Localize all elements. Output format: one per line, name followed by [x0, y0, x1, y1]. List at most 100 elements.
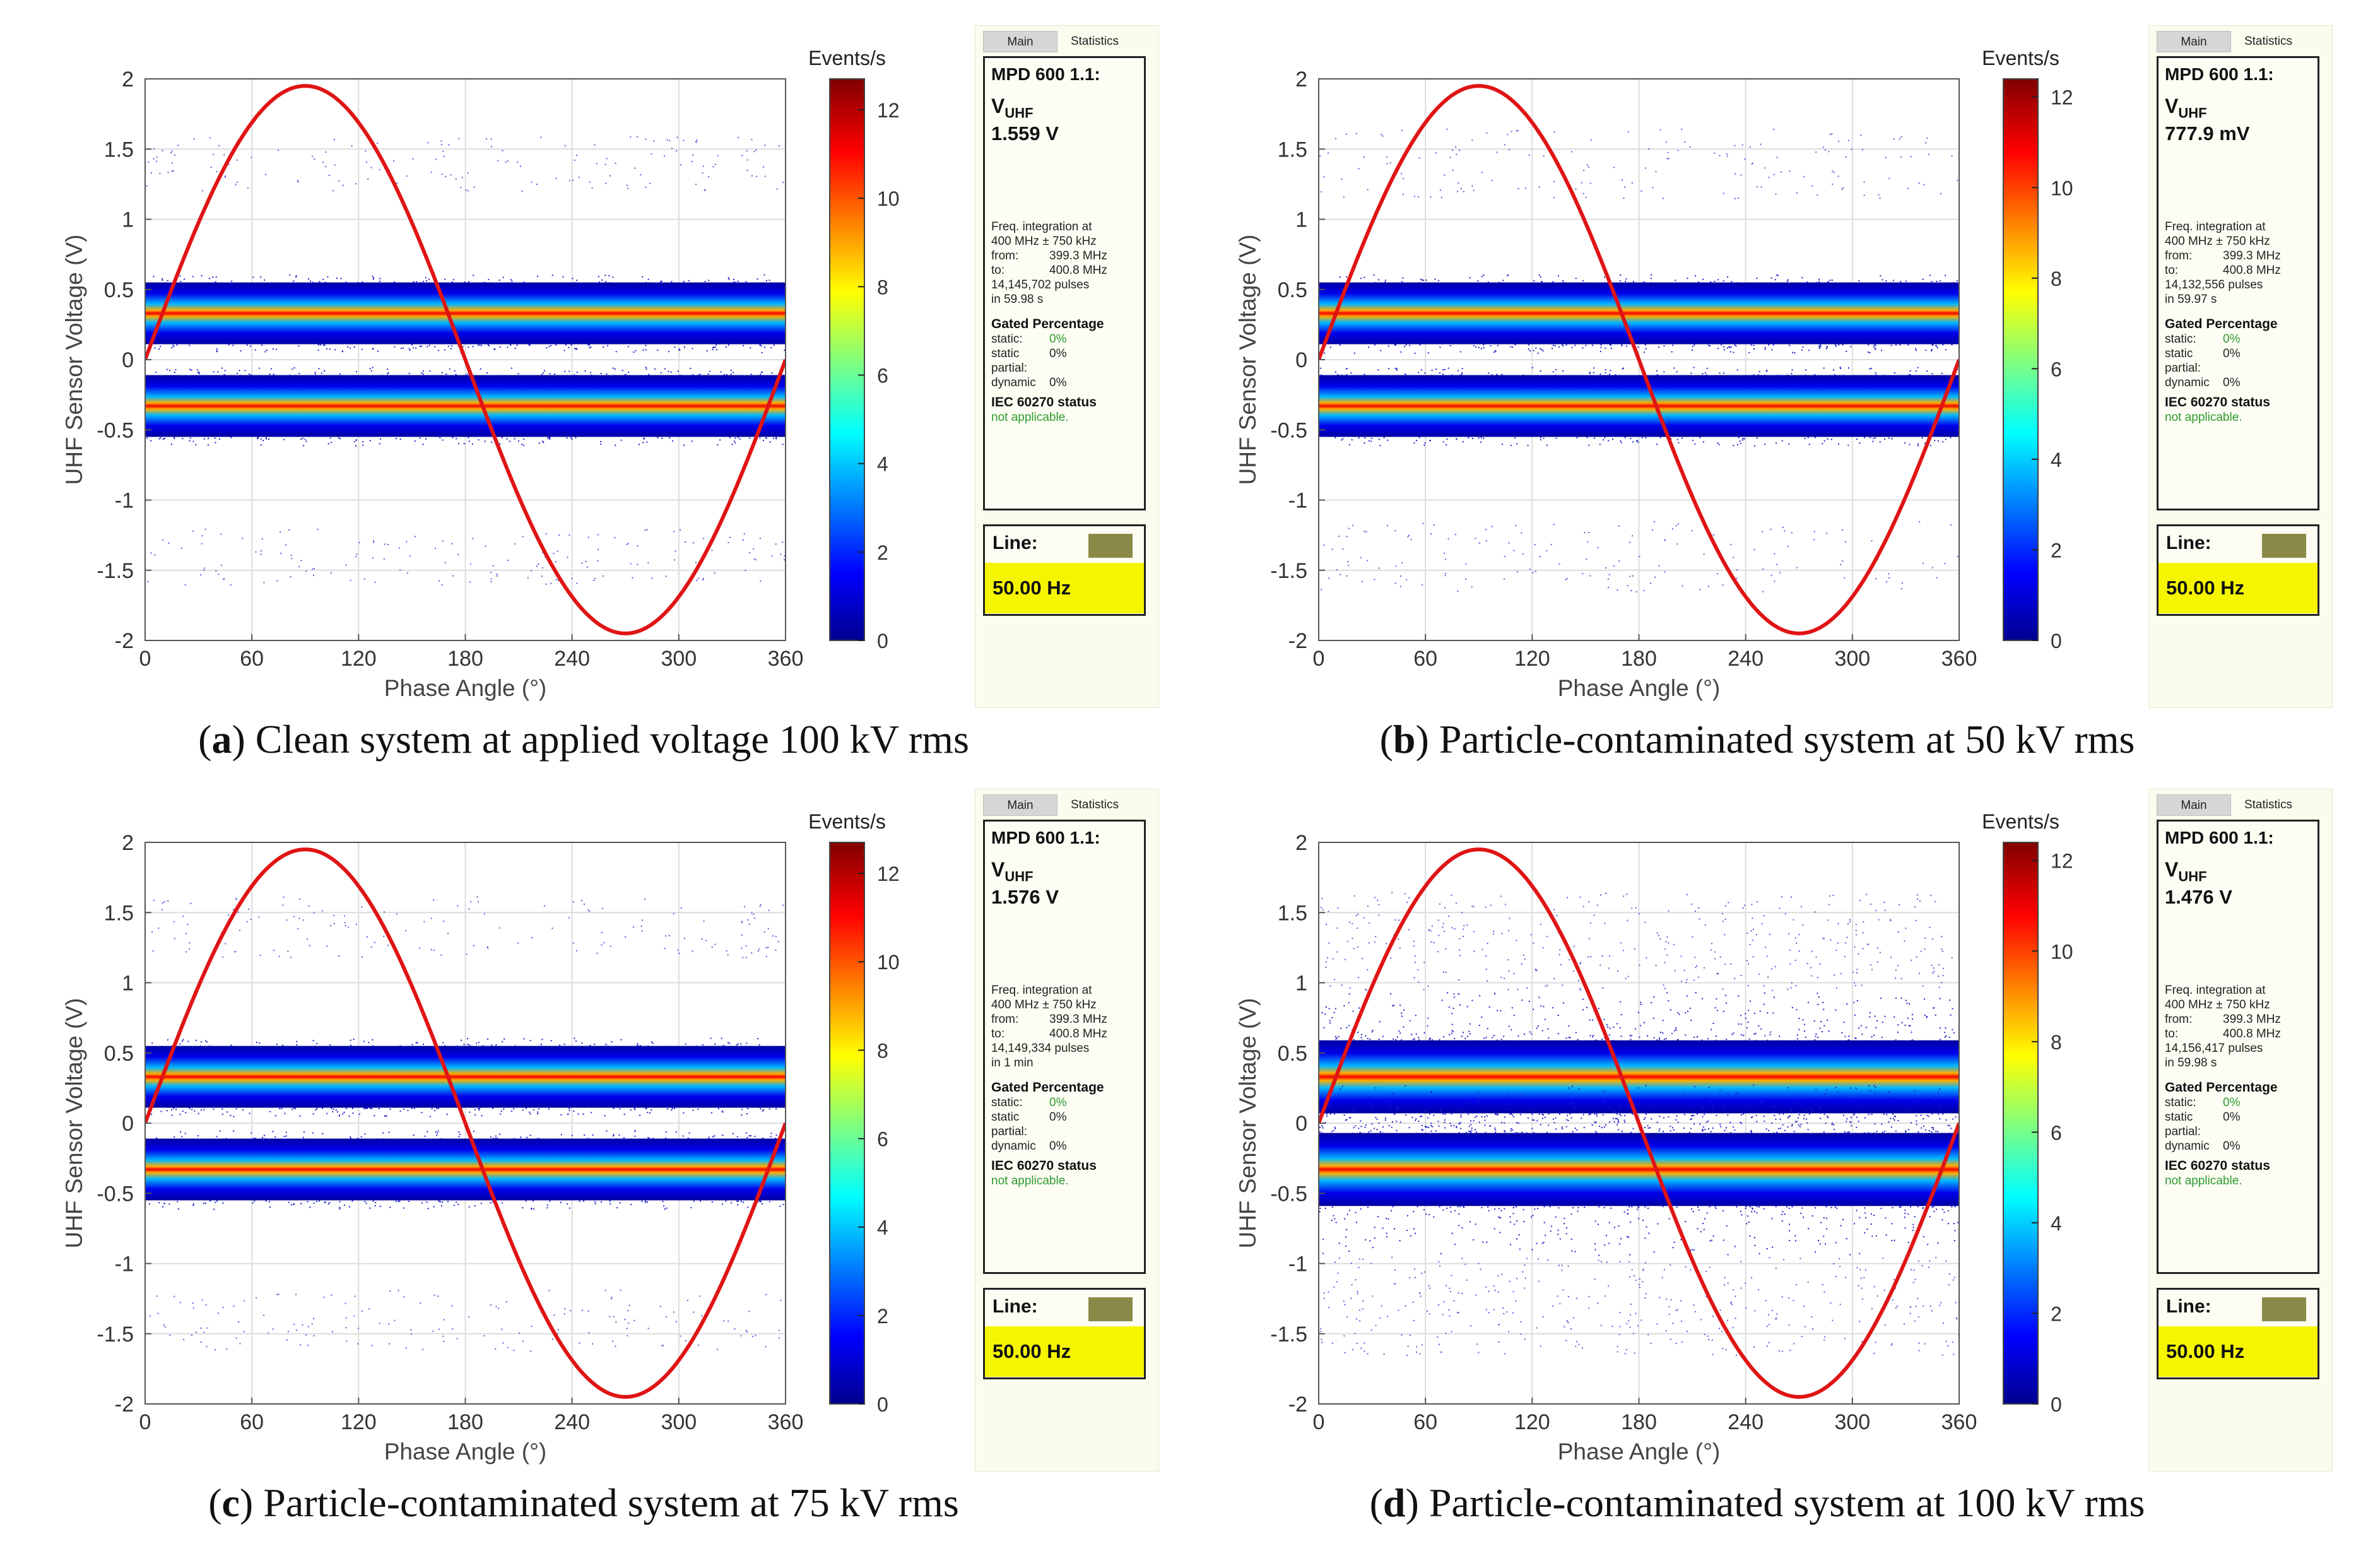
scatter-point — [1639, 964, 1640, 966]
scatter-point — [1429, 1133, 1431, 1135]
scatter-point — [1683, 1114, 1685, 1116]
scatter-point — [469, 1111, 471, 1113]
tab-main[interactable]: Main — [2157, 31, 2231, 52]
scatter-point — [458, 138, 460, 139]
scatter-point — [1469, 1131, 1471, 1133]
prpd-plot: 0 60 120 180 240 300 36021.510.50-0.5-1-1.5-2P… — [1235, 810, 2073, 1465]
scatter-point — [753, 151, 755, 153]
scatter-point — [167, 171, 169, 173]
scatter-point — [612, 367, 614, 369]
scatter-point — [780, 1299, 782, 1301]
tab-statistics[interactable]: Statistics — [1070, 798, 1119, 811]
scatter-point — [1752, 162, 1753, 164]
scatter-point — [537, 1111, 539, 1113]
scatter-point — [495, 1306, 497, 1307]
scatter-point — [767, 928, 769, 929]
scatter-point — [641, 1200, 643, 1202]
scatter-point — [1870, 1223, 1872, 1225]
scatter-point — [1415, 1033, 1417, 1035]
scatter-point — [1955, 1302, 1957, 1304]
scatter-point — [236, 159, 238, 161]
scatter-point — [369, 1207, 371, 1209]
scatter-point — [1952, 1118, 1954, 1120]
scatter-point — [488, 345, 490, 346]
scatter-point — [1864, 437, 1866, 439]
scatter-point — [1486, 1241, 1488, 1243]
scatter-point — [1629, 1206, 1630, 1208]
scatter-point — [1425, 279, 1427, 281]
scatter-point — [1485, 1132, 1487, 1134]
scatter-point — [1417, 372, 1419, 374]
scatter-point — [1769, 1034, 1771, 1035]
scatter-point — [1552, 371, 1554, 373]
scatter-point — [458, 1131, 460, 1133]
scatter-point — [1353, 1127, 1355, 1129]
scatter-point — [1453, 1125, 1455, 1127]
scatter-point — [1455, 1133, 1457, 1135]
scatter-point — [1766, 369, 1768, 371]
scatter-point — [1352, 938, 1353, 940]
scatter-point — [1609, 1027, 1611, 1029]
scatter-point — [513, 1349, 515, 1351]
scatter-point — [516, 345, 518, 346]
tab-statistics[interactable]: Statistics — [1070, 35, 1119, 48]
scatter-point — [1548, 1037, 1550, 1039]
scatter-point — [1858, 1121, 1859, 1123]
scatter-point — [1864, 1232, 1866, 1234]
scatter-point — [1770, 277, 1772, 279]
scatter-point — [1335, 1038, 1337, 1040]
scatter-point — [1564, 1217, 1565, 1219]
scatter-point — [1818, 345, 1820, 347]
scatter-point — [758, 948, 760, 950]
scatter-point — [1598, 1259, 1599, 1261]
scatter-point — [1847, 923, 1849, 925]
scatter-point — [1425, 1111, 1427, 1112]
scatter-point — [1847, 1040, 1849, 1042]
scatter-point — [1637, 1325, 1639, 1327]
scatter-point — [1555, 374, 1557, 376]
scatter-point — [1692, 439, 1693, 441]
colorbar-tick-label: 10 — [2051, 177, 2073, 199]
scatter-point — [638, 282, 640, 284]
scatter-point — [433, 1109, 435, 1111]
scatter-point — [1530, 1033, 1532, 1035]
scatter-point — [1352, 1348, 1353, 1350]
scatter-point — [1567, 1114, 1569, 1116]
scatter-point — [1903, 1323, 1905, 1325]
scatter-point — [1625, 1348, 1627, 1350]
scatter-point — [1496, 151, 1498, 153]
scatter-point — [372, 1200, 374, 1202]
scatter-point — [1760, 1028, 1762, 1030]
scatter-point — [600, 372, 602, 374]
scatter-point — [1543, 437, 1545, 439]
scatter-point — [237, 181, 239, 183]
scatter-point — [1740, 1015, 1741, 1017]
scatter-point — [510, 367, 512, 369]
scatter-point — [1842, 1114, 1844, 1116]
scatter-point — [1581, 182, 1582, 184]
scatter-point — [1670, 1130, 1671, 1132]
scatter-point — [1723, 1239, 1724, 1241]
scatter-point — [1488, 1290, 1490, 1292]
tab-main[interactable]: Main — [983, 31, 1057, 52]
scatter-point — [1547, 1028, 1549, 1030]
scatter-point — [302, 437, 303, 439]
scatter-point — [612, 1340, 614, 1342]
scatter-point — [1711, 1340, 1713, 1341]
scatter-point — [468, 1044, 470, 1046]
scatter-point — [1827, 1116, 1829, 1117]
scatter-point — [485, 138, 487, 140]
scatter-point — [329, 1201, 331, 1203]
scatter-point — [1430, 374, 1432, 376]
scatter-point — [1880, 275, 1882, 277]
tab-main[interactable]: Main — [983, 794, 1057, 816]
scatter-point — [1819, 963, 1821, 965]
scatter-point — [548, 439, 550, 440]
scatter-point — [446, 1114, 448, 1116]
scatter-point — [695, 141, 697, 143]
scatter-point — [361, 348, 363, 350]
tab-statistics[interactable]: Statistics — [2244, 35, 2293, 48]
scatter-point — [1781, 1296, 1783, 1298]
scatter-point — [1779, 375, 1781, 377]
scatter-point — [1541, 281, 1543, 283]
